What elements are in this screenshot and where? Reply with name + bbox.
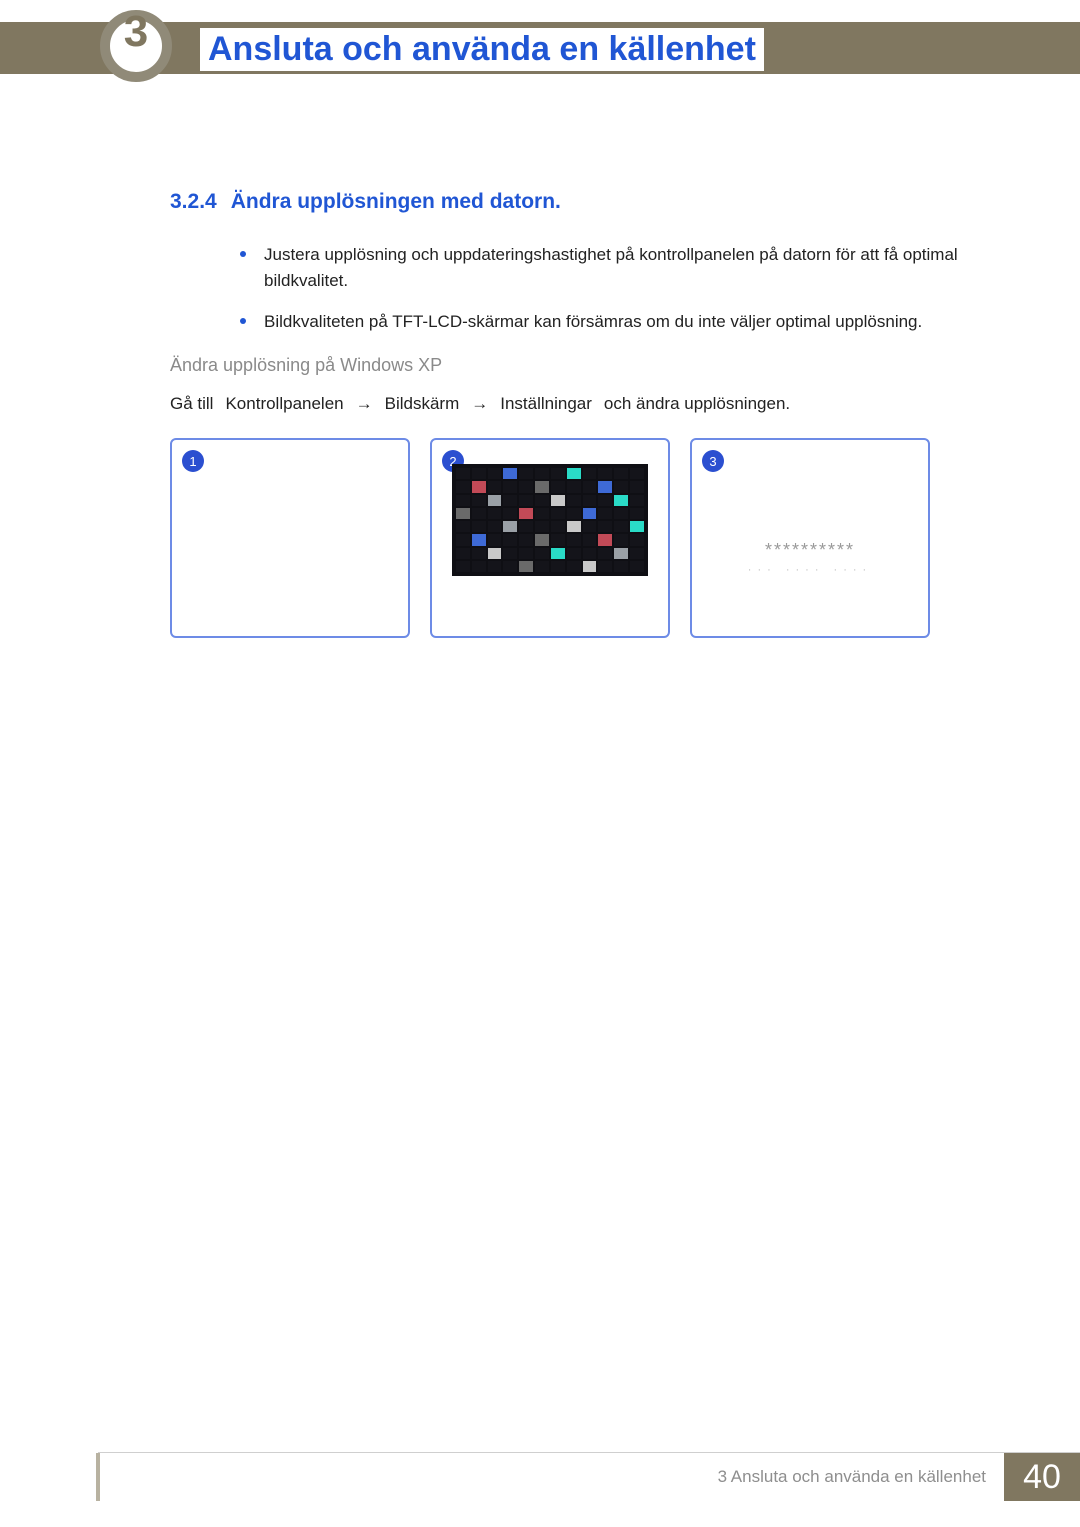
subsection-title: Ändra upplösning på Windows XP (170, 355, 990, 376)
steps-breadcrumb: Gå till Kontrollpanelen → Bildskärm → In… (170, 394, 990, 414)
step-panel-2: 2 (430, 438, 670, 638)
arrow-icon: → (356, 394, 373, 414)
step-item: Bildskärm (385, 394, 460, 414)
step-badge-num: 1 (189, 454, 196, 469)
step-item: Inställningar (500, 394, 592, 414)
placeholder-dots-small: ··· ···· ···· (736, 564, 884, 576)
section-number: 3.2.4 (170, 190, 217, 214)
list-item: Justera upplösning och uppdateringshasti… (240, 242, 990, 295)
chapter-number: 3 (124, 7, 148, 57)
arrow-icon: → (471, 394, 488, 414)
footer-label: 3 Ansluta och använda en källenhet (700, 1453, 1004, 1501)
step-badge: 1 (182, 450, 204, 472)
bullet-text: Bildkvaliteten på TFT-LCD-skärmar kan fö… (264, 309, 922, 335)
mosaic-thumbnail (452, 464, 648, 576)
chapter-badge: 3 (100, 10, 172, 82)
section-title: Ändra upplösningen med datorn. (231, 190, 561, 214)
step-badge: 3 (702, 450, 724, 472)
bullet-icon (240, 318, 246, 324)
bullet-text: Justera upplösning och uppdateringshasti… (264, 242, 990, 295)
step-panel-1: 1 (170, 438, 410, 638)
bullet-list: Justera upplösning och uppdateringshasti… (240, 242, 990, 335)
panels-row: 1 2 3 ********** ··· ···· ···· (170, 438, 990, 638)
bullet-icon (240, 251, 246, 257)
section-heading: 3.2.4 Ändra upplösningen med datorn. (170, 190, 990, 214)
page-number: 40 (1004, 1453, 1080, 1501)
steps-suffix: och ändra upplösningen. (604, 394, 790, 414)
steps-prefix: Gå till (170, 394, 213, 414)
content-area: 3.2.4 Ändra upplösningen med datorn. Jus… (170, 190, 990, 638)
step-item: Kontrollpanelen (225, 394, 343, 414)
step-badge-num: 3 (709, 454, 716, 469)
list-item: Bildkvaliteten på TFT-LCD-skärmar kan fö… (240, 309, 990, 335)
footer: 3 Ansluta och använda en källenhet 40 (0, 1453, 1080, 1501)
page-title: Ansluta och använda en källenhet (200, 28, 764, 71)
step-panel-3: 3 ********** ··· ···· ···· (690, 438, 930, 638)
placeholder-dots: ********** (736, 540, 884, 561)
